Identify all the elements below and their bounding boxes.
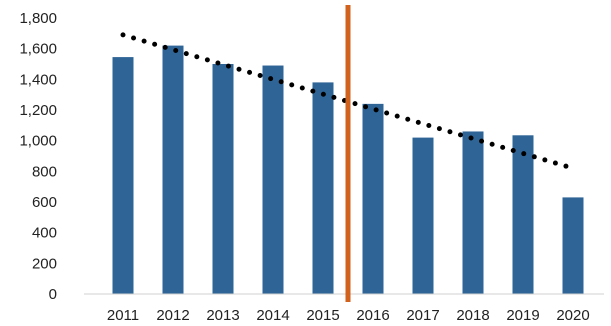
x-tick-label: 2011 xyxy=(107,307,139,324)
y-tick-label: 1,200 xyxy=(19,102,57,119)
x-axis-ticks: 2011 2012 2013 2014 2015 2016 2017 2018 2019 2020 xyxy=(107,307,590,324)
bars xyxy=(112,45,584,295)
bar-2011 xyxy=(112,57,134,294)
y-tick-label: 1,600 xyxy=(19,41,57,58)
trendline xyxy=(120,32,576,171)
bar-2014 xyxy=(262,65,284,295)
bar-2019 xyxy=(512,135,534,294)
x-tick-label: 2017 xyxy=(406,307,439,324)
bar-2015 xyxy=(312,82,334,295)
x-tick-label: 2015 xyxy=(306,307,339,324)
x-tick-label: 2019 xyxy=(506,307,539,324)
x-tick-label: 2016 xyxy=(356,307,389,324)
y-tick-label: 600 xyxy=(32,194,57,211)
bar-2018 xyxy=(462,131,484,294)
bar-2012 xyxy=(162,45,184,294)
y-tick-label: 200 xyxy=(32,255,57,272)
y-tick-label: 1,000 xyxy=(19,133,57,150)
x-tick-label: 2013 xyxy=(206,307,239,324)
y-tick-label: 400 xyxy=(32,225,57,242)
x-tick-label: 2014 xyxy=(256,307,289,324)
y-tick-label: 1,400 xyxy=(19,71,57,88)
bar-2017 xyxy=(412,137,434,294)
x-tick-label: 2012 xyxy=(156,307,189,324)
y-tick-label: 1,800 xyxy=(19,10,57,27)
bar-2020 xyxy=(562,197,584,294)
y-axis-ticks: 0 200 400 600 800 1,000 1,200 1,400 1,600 1,800 xyxy=(19,10,57,303)
x-tick-label: 2020 xyxy=(556,307,589,324)
x-tick-label: 2018 xyxy=(456,307,489,324)
y-tick-label: 800 xyxy=(32,163,57,180)
bar-2016 xyxy=(362,103,384,294)
bar-2013 xyxy=(212,64,234,294)
y-tick-label: 0 xyxy=(49,286,57,303)
